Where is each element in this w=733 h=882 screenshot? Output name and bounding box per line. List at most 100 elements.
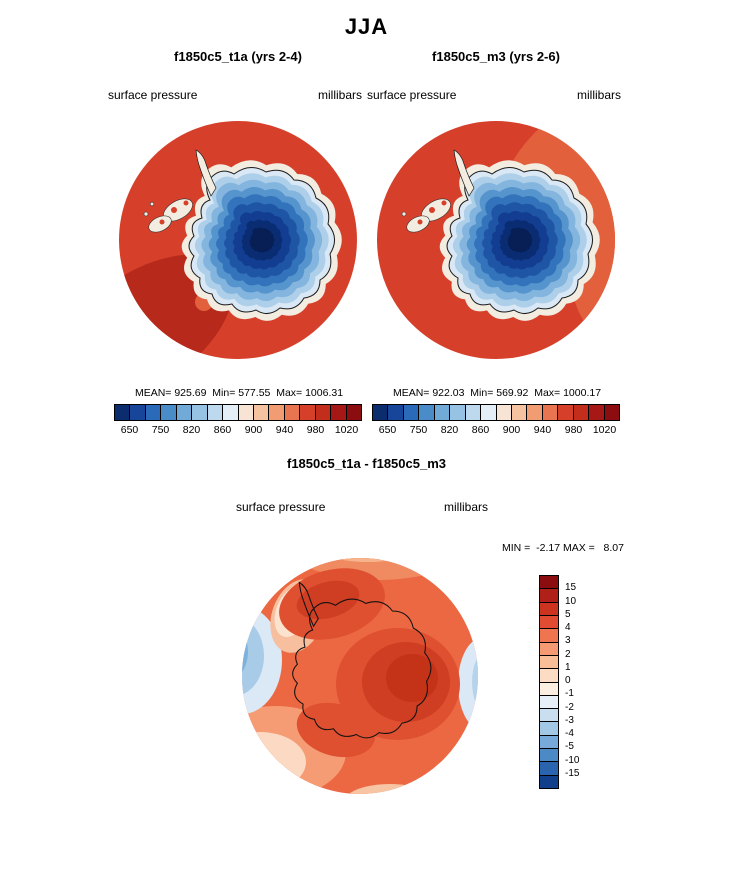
colorbar-cell <box>130 405 146 420</box>
colorbar-tick-label: 980 <box>564 424 583 436</box>
colorbar-cell <box>540 749 558 763</box>
colorbar-cell <box>450 405 466 420</box>
colorbar-cell <box>207 405 224 420</box>
colorbar-cell <box>331 405 347 420</box>
colorbar-cell <box>540 682 558 696</box>
colorbar-tick-label: -4 <box>565 728 574 739</box>
stats-case1: MEAN= 925.69 Min= 577.55 Max= 1006.31 <box>134 387 344 399</box>
colorbar-cell <box>540 722 558 736</box>
colorbar-cell <box>540 576 558 590</box>
colorbar-tick-label: 820 <box>182 424 201 436</box>
field-label-case2: surface pressure <box>367 88 457 102</box>
colorbar-cell <box>496 405 512 420</box>
colorbar-tick-label: -2 <box>565 701 574 713</box>
colorbar-diff <box>539 575 559 789</box>
colorbar-cell <box>223 405 239 420</box>
panel-title-case2: f1850c5_m3 (yrs 2-6) <box>432 49 560 64</box>
colorbar-cell <box>373 405 389 420</box>
colorbar-tick-label: 900 <box>244 424 263 436</box>
colorbar-tick-label: 1020 <box>334 424 359 436</box>
colorbar-cell <box>511 405 528 420</box>
colorbar-tick-label: 1020 <box>592 424 617 436</box>
colorbar-cell <box>284 405 301 420</box>
colorbar-tick-label: 0 <box>565 675 571 686</box>
colorbar-tick-label: -3 <box>565 714 574 726</box>
colorbar-cell <box>176 405 193 420</box>
colorbar-cell <box>465 405 482 420</box>
colorbar-tick-label: 940 <box>275 424 294 436</box>
colorbar-cell <box>540 615 558 630</box>
polar-map-case2 <box>377 121 615 359</box>
stats-case2: MEAN= 922.03 Min= 569.92 Max= 1000.17 <box>392 387 602 399</box>
colorbar-cell <box>540 669 558 683</box>
colorbar-tick-label: 980 <box>306 424 325 436</box>
colorbar-tick-label: -5 <box>565 741 574 753</box>
colorbar-tick-label: 650 <box>120 424 139 436</box>
colorbar-cell <box>388 405 404 420</box>
colorbar-cell <box>115 405 131 420</box>
season-title: JJA <box>344 14 389 39</box>
colorbar-ticks-diff: 15 10 5 4 3 2 1 0 -1 -2 -3 -4 -5 -10 -15 <box>565 575 601 787</box>
panel-title-case1: f1850c5_t1a (yrs 2-4) <box>174 49 302 64</box>
colorbar-cell <box>558 405 574 420</box>
colorbar-cell <box>269 405 285 420</box>
colorbar-tick-label: 3 <box>565 635 571 647</box>
field-label-case1: surface pressure <box>108 88 198 102</box>
colorbar-cell <box>192 405 208 420</box>
colorbar-tick-label: -10 <box>565 754 580 766</box>
colorbar-tick-label: 750 <box>409 424 428 436</box>
colorbar-ticks-case2: 650 750 820 860 900 940 980 1020 <box>372 424 620 436</box>
colorbar-cell <box>540 735 558 750</box>
colorbar-cell <box>434 405 451 420</box>
colorbar-pressure-case1 <box>114 404 362 421</box>
colorbar-tick-label: 10 <box>565 595 577 607</box>
colorbar-tick-label: 940 <box>533 424 552 436</box>
colorbar-cell <box>542 405 559 420</box>
colorbar-cell <box>540 695 558 710</box>
colorbar-cell <box>161 405 177 420</box>
colorbar-cell <box>419 405 435 420</box>
colorbar-cell <box>540 762 558 776</box>
units-label-case1: millibars <box>317 88 362 102</box>
colorbar-cell <box>540 589 558 603</box>
colorbar-tick-label: 4 <box>565 622 571 633</box>
colorbar-cell <box>527 405 543 420</box>
colorbar-cell <box>346 405 361 420</box>
colorbar-cell <box>403 405 420 420</box>
colorbar-cell <box>589 405 605 420</box>
colorbar-tick-label: 900 <box>502 424 521 436</box>
colorbar-cell <box>573 405 590 420</box>
colorbar-cell <box>253 405 270 420</box>
colorbar-cell <box>238 405 254 420</box>
stats-diff: MIN = -2.17 MAX = 8.07 <box>502 542 624 554</box>
colorbar-tick-label: 750 <box>151 424 170 436</box>
colorbar-pressure-case2 <box>372 404 620 421</box>
colorbar-ticks-case1: 650 750 820 860 900 940 980 1020 <box>114 424 362 436</box>
polar-map-case1 <box>119 121 357 359</box>
colorbar-tick-label: 820 <box>440 424 459 436</box>
colorbar-tick-label: 860 <box>213 424 232 436</box>
colorbar-cell <box>315 405 332 420</box>
diff-panel-title: f1850c5_t1a - f1850c5_m3 <box>286 456 446 471</box>
units-label-diff: millibars <box>443 500 488 514</box>
colorbar-tick-label: 5 <box>565 608 571 620</box>
colorbar-cell <box>145 405 162 420</box>
units-label-case2: millibars <box>576 88 621 102</box>
colorbar-cell <box>540 709 558 723</box>
polar-map-diff <box>242 558 478 794</box>
colorbar-tick-label: 2 <box>565 648 571 660</box>
colorbar-cell <box>540 629 558 643</box>
colorbar-cell <box>540 602 558 616</box>
colorbar-cell <box>604 405 619 420</box>
field-label-diff: surface pressure <box>236 500 326 514</box>
colorbar-tick-label: 1 <box>565 661 571 673</box>
colorbar-tick-label: -1 <box>565 688 574 700</box>
colorbar-cell <box>540 642 558 656</box>
colorbar-cell <box>540 775 558 788</box>
colorbar-tick-label: -15 <box>565 767 580 779</box>
colorbar-cell <box>540 655 558 670</box>
colorbar-tick-label: 650 <box>378 424 397 436</box>
colorbar-tick-label: 15 <box>565 582 577 594</box>
colorbar-cell <box>481 405 497 420</box>
